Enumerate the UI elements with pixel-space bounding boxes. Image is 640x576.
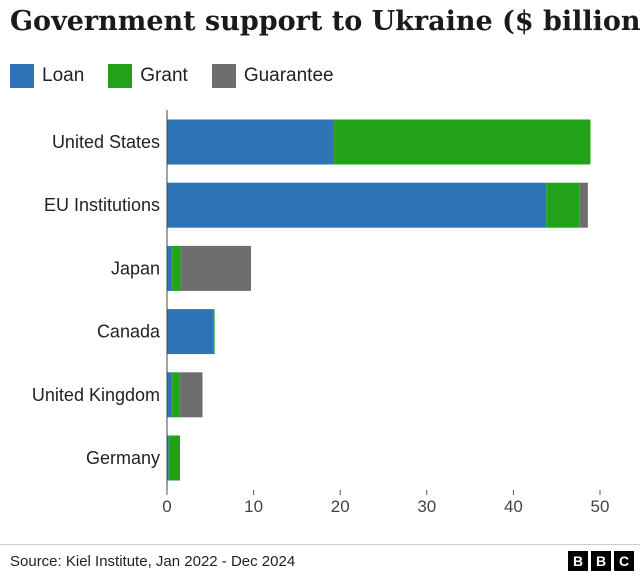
bar-segment-guarantee bbox=[180, 245, 252, 291]
category-label: EU Institutions bbox=[44, 195, 160, 215]
bar-segment-grant bbox=[213, 309, 215, 355]
bar-segment-grant bbox=[172, 372, 180, 418]
x-tick-label: 40 bbox=[504, 497, 523, 516]
chart-title: Government support to Ukraine ($ billion… bbox=[10, 6, 640, 37]
x-tick-label: 0 bbox=[162, 497, 171, 516]
bbc-logo-letter: B bbox=[591, 551, 611, 571]
x-tick-label: 50 bbox=[591, 497, 610, 516]
bar-segment-loan bbox=[167, 372, 173, 418]
x-tick-label: 30 bbox=[417, 497, 436, 516]
bbc-logo-letter: C bbox=[614, 551, 634, 571]
category-label: United States bbox=[52, 132, 160, 152]
legend-item-grant: Grant bbox=[108, 64, 188, 88]
legend-swatch-guarantee bbox=[211, 64, 236, 88]
bbc-logo: B B C bbox=[565, 551, 634, 571]
legend-label-grant: Grant bbox=[140, 65, 188, 86]
legend-swatch-loan bbox=[10, 64, 34, 88]
category-label: United Kingdom bbox=[32, 385, 160, 405]
bar-segment-loan bbox=[167, 309, 214, 355]
x-tick-label: 20 bbox=[331, 497, 350, 516]
legend-swatch-grant bbox=[108, 64, 133, 88]
bar-segment-grant bbox=[172, 245, 181, 291]
bar-segment-guarantee bbox=[579, 182, 588, 228]
x-tick-label: 10 bbox=[244, 497, 263, 516]
source-note: Source: Kiel Institute, Jan 2022 - Dec 2… bbox=[10, 553, 296, 570]
bar-segment-loan bbox=[167, 245, 173, 291]
bar-segment-grant bbox=[546, 182, 580, 228]
category-label: Germany bbox=[86, 448, 160, 468]
bar-segment-grant bbox=[334, 119, 591, 165]
legend-item-guarantee: Guarantee bbox=[211, 64, 334, 88]
footer-divider bbox=[0, 544, 640, 545]
legend-item-loan: Loan bbox=[10, 64, 84, 88]
bar-segment-loan bbox=[167, 435, 169, 481]
bbc-logo-letter: B bbox=[568, 551, 588, 571]
legend-label-guarantee: Guarantee bbox=[243, 65, 334, 86]
legend-label-loan: Loan bbox=[42, 65, 85, 86]
category-label: Canada bbox=[97, 322, 161, 342]
bar-segment-loan bbox=[167, 119, 335, 165]
bar-segment-grant bbox=[168, 435, 180, 481]
bar-segment-loan bbox=[167, 182, 547, 228]
bar-segment-guarantee bbox=[179, 372, 203, 418]
legend: Loan Grant Guarantee bbox=[10, 64, 358, 88]
category-label: Japan bbox=[111, 258, 160, 278]
